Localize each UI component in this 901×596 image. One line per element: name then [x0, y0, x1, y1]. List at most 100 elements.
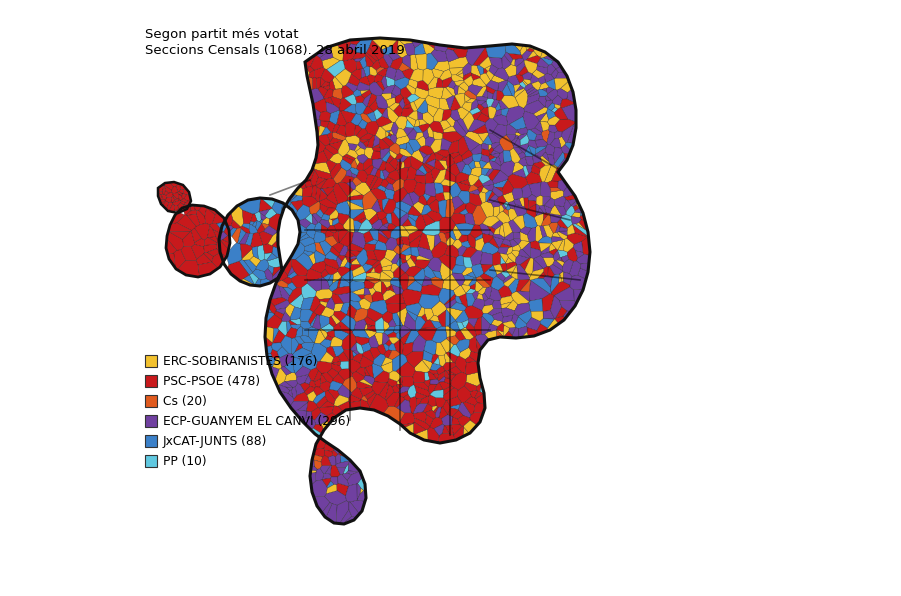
Polygon shape	[390, 57, 403, 70]
Polygon shape	[311, 480, 327, 496]
Polygon shape	[503, 275, 513, 283]
Polygon shape	[423, 129, 429, 139]
Polygon shape	[472, 299, 485, 310]
Polygon shape	[381, 282, 387, 294]
Polygon shape	[266, 346, 272, 353]
Polygon shape	[408, 230, 423, 243]
Polygon shape	[333, 167, 347, 183]
Polygon shape	[279, 269, 287, 281]
Polygon shape	[361, 342, 371, 352]
Polygon shape	[329, 209, 339, 219]
Polygon shape	[414, 182, 426, 197]
Polygon shape	[523, 242, 531, 257]
Polygon shape	[411, 150, 423, 163]
Polygon shape	[210, 223, 223, 234]
Polygon shape	[571, 216, 581, 224]
Polygon shape	[568, 199, 577, 205]
Polygon shape	[569, 261, 580, 277]
Text: Segon partit més votat: Segon partit més votat	[145, 28, 298, 41]
Polygon shape	[418, 327, 437, 341]
Polygon shape	[331, 315, 341, 325]
Polygon shape	[314, 371, 322, 382]
Polygon shape	[414, 412, 427, 423]
Polygon shape	[547, 103, 555, 111]
Polygon shape	[390, 284, 394, 292]
Polygon shape	[498, 247, 508, 254]
Polygon shape	[446, 370, 457, 375]
Polygon shape	[242, 210, 253, 224]
Polygon shape	[432, 373, 439, 380]
Polygon shape	[426, 43, 435, 48]
Polygon shape	[571, 200, 578, 207]
Polygon shape	[520, 135, 529, 145]
Polygon shape	[438, 311, 446, 327]
Polygon shape	[333, 232, 339, 243]
Polygon shape	[390, 135, 397, 144]
Polygon shape	[350, 39, 361, 45]
Polygon shape	[532, 81, 542, 90]
Polygon shape	[423, 163, 434, 170]
Polygon shape	[512, 188, 523, 200]
Polygon shape	[520, 226, 532, 235]
Polygon shape	[459, 294, 468, 308]
Polygon shape	[365, 54, 374, 67]
Polygon shape	[453, 48, 469, 58]
Polygon shape	[332, 293, 343, 304]
Polygon shape	[334, 330, 350, 340]
Polygon shape	[444, 245, 459, 257]
Polygon shape	[167, 203, 173, 211]
Polygon shape	[523, 198, 529, 210]
Polygon shape	[399, 386, 410, 394]
Polygon shape	[448, 366, 461, 375]
Polygon shape	[406, 85, 415, 94]
Polygon shape	[461, 320, 469, 328]
Polygon shape	[358, 119, 368, 129]
Polygon shape	[449, 57, 469, 68]
Polygon shape	[385, 385, 394, 400]
Polygon shape	[261, 198, 276, 207]
Polygon shape	[436, 398, 446, 407]
Polygon shape	[465, 361, 479, 375]
Polygon shape	[381, 362, 393, 373]
Polygon shape	[441, 339, 453, 352]
Polygon shape	[386, 339, 392, 346]
Polygon shape	[393, 267, 405, 278]
Polygon shape	[443, 126, 457, 132]
Polygon shape	[332, 125, 340, 133]
Polygon shape	[424, 308, 433, 320]
Polygon shape	[341, 111, 356, 123]
Polygon shape	[540, 319, 554, 328]
Polygon shape	[415, 316, 425, 331]
Polygon shape	[483, 135, 492, 145]
Polygon shape	[374, 74, 384, 82]
Polygon shape	[538, 75, 545, 85]
Polygon shape	[265, 268, 273, 281]
Polygon shape	[489, 160, 501, 170]
Polygon shape	[550, 188, 561, 192]
Polygon shape	[326, 160, 337, 172]
Polygon shape	[238, 229, 246, 243]
Polygon shape	[250, 256, 260, 267]
Polygon shape	[425, 172, 434, 184]
Polygon shape	[296, 327, 303, 337]
Polygon shape	[432, 241, 448, 258]
Polygon shape	[513, 328, 519, 338]
Polygon shape	[158, 191, 163, 195]
Polygon shape	[417, 80, 429, 91]
Polygon shape	[479, 57, 492, 69]
Polygon shape	[501, 271, 510, 278]
Polygon shape	[353, 89, 361, 97]
Polygon shape	[396, 116, 407, 129]
Polygon shape	[447, 46, 461, 50]
Polygon shape	[177, 260, 199, 277]
Polygon shape	[516, 85, 524, 92]
Polygon shape	[314, 439, 326, 449]
Polygon shape	[409, 396, 416, 413]
Polygon shape	[456, 224, 474, 235]
Polygon shape	[463, 73, 471, 80]
Polygon shape	[349, 502, 359, 518]
Polygon shape	[419, 145, 434, 155]
Polygon shape	[493, 91, 496, 100]
Polygon shape	[286, 380, 297, 387]
Polygon shape	[571, 213, 580, 218]
